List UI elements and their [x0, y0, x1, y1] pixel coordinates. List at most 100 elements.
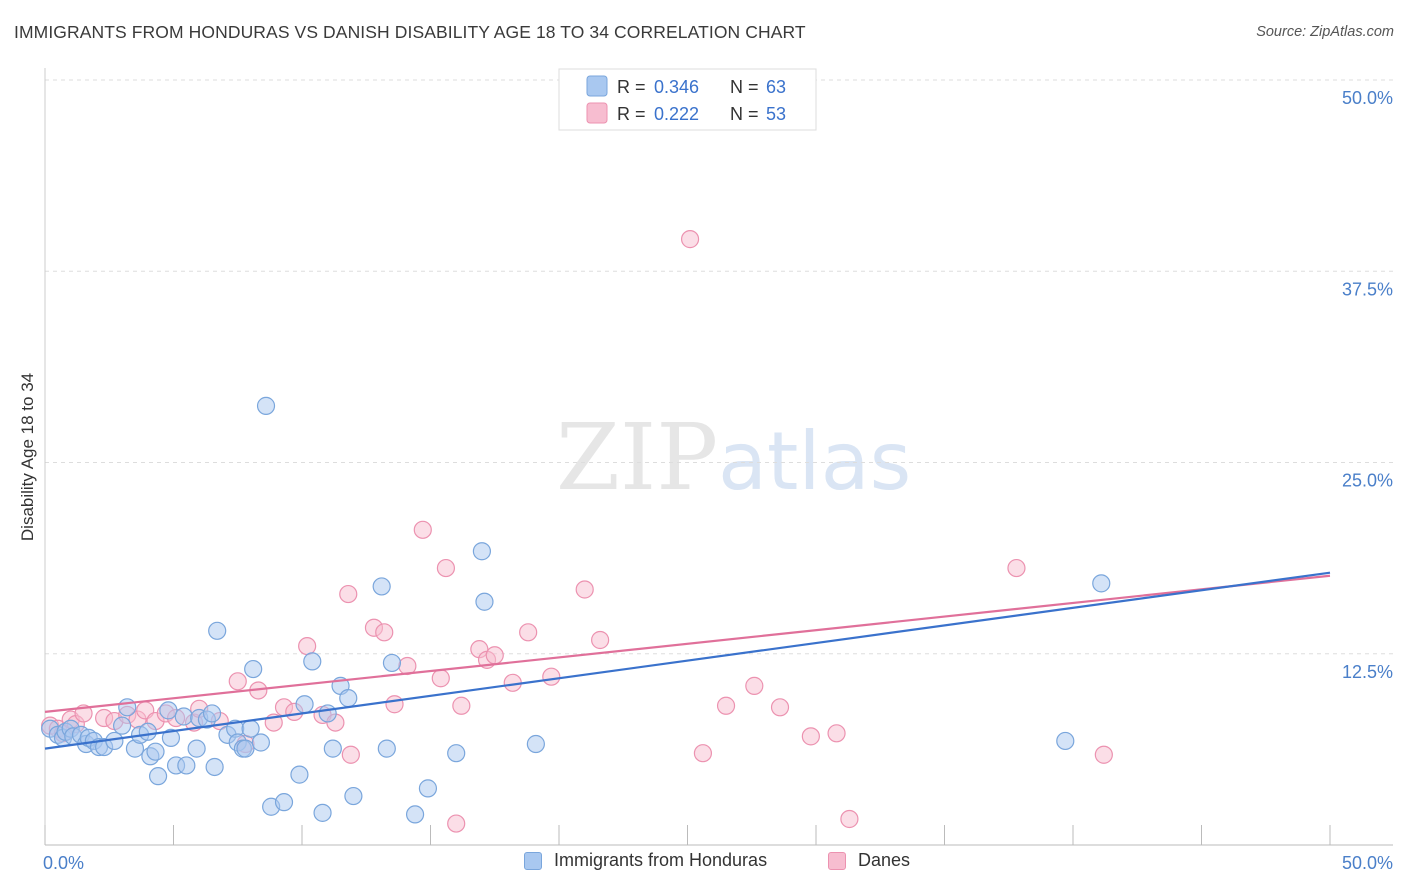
legend-swatch-danes — [828, 851, 846, 870]
honduras-point-14 — [118, 698, 137, 717]
x-tick-labels: 0.0% 50.0% — [43, 853, 1393, 873]
danes-point-53 — [840, 809, 859, 829]
danes-point-48 — [716, 696, 736, 715]
honduras-point-48 — [323, 739, 342, 758]
danes-point-23 — [298, 636, 317, 656]
legend-item-danes: Danes — [828, 850, 910, 871]
y-tick-label-1: 25.0% — [1342, 471, 1393, 491]
x-tick-label-min: 0.0% — [43, 853, 84, 873]
honduras-point-61 — [1056, 731, 1075, 751]
stats-legend-n-value: 63 — [766, 77, 786, 97]
danes-point-44 — [591, 630, 610, 650]
danes-point-26 — [339, 584, 358, 604]
danes-point-46 — [680, 230, 700, 249]
stats-legend-r-value: 0.346 — [654, 77, 699, 97]
honduras-point-20 — [148, 767, 168, 786]
stats-legend-r-label: R = — [617, 77, 646, 97]
stats-legend-r-label: R = — [617, 104, 646, 124]
honduras-point-38 — [244, 659, 263, 679]
grid-lines — [45, 79, 1393, 655]
danes-point-50 — [770, 698, 790, 717]
honduras-point-31 — [208, 621, 227, 640]
x-tick-label-max: 50.0% — [1342, 853, 1393, 873]
honduras-point-55 — [405, 805, 425, 824]
danes-point-49 — [745, 676, 764, 695]
danes-trend-line — [44, 574, 1331, 713]
danes-point-39 — [485, 646, 504, 665]
honduras-point-21 — [159, 701, 178, 720]
danes-point-51 — [801, 727, 820, 746]
danes-point-33 — [431, 669, 450, 688]
stats-legend-n-label: N = — [730, 77, 759, 97]
watermark-atlas: atlas — [718, 415, 911, 508]
danes-point-43 — [575, 580, 594, 599]
legend-item-honduras: Immigrants from Honduras — [524, 850, 767, 871]
axes — [44, 68, 1393, 846]
danes-point-47 — [693, 744, 713, 763]
honduras-point-51 — [344, 786, 363, 806]
stats-legend-swatch-danes — [586, 102, 608, 124]
danes-point-54 — [1007, 558, 1026, 578]
honduras-point-45 — [303, 652, 322, 671]
honduras-point-57 — [447, 744, 466, 763]
stats-legend: R = 0.346 N = 63 R = 0.222 N = 53 — [558, 68, 817, 131]
honduras-point-42 — [274, 793, 294, 812]
danes-point-27 — [341, 745, 360, 764]
legend-swatch-honduras — [524, 851, 542, 870]
danes-point-41 — [519, 623, 538, 642]
honduras-point-25 — [177, 756, 196, 775]
danes-point-30 — [385, 695, 404, 714]
stats-legend-r-value: 0.222 — [654, 104, 699, 124]
y-tick-label-2: 37.5% — [1342, 279, 1393, 299]
danes-point-34 — [436, 558, 456, 578]
honduras-point-60 — [526, 734, 545, 754]
honduras-point-56 — [418, 779, 438, 798]
chart-title: IMMIGRANTS FROM HONDURAS VS DANISH DISAB… — [14, 22, 806, 42]
stats-legend-n-label: N = — [730, 104, 759, 124]
honduras-point-46 — [313, 803, 332, 822]
honduras-point-30 — [205, 757, 224, 777]
y-tick-labels: 12.5% 25.0% 37.5% 50.0% — [1342, 88, 1393, 682]
danes-point-35 — [447, 814, 466, 833]
stats-legend-swatch-honduras — [586, 75, 608, 97]
stats-legend-n-value: 53 — [766, 104, 786, 124]
honduras-point-50 — [339, 689, 358, 708]
honduras-point-26 — [187, 739, 206, 758]
honduras-point-36 — [236, 739, 255, 758]
watermark-zip: ZIP — [556, 404, 718, 511]
honduras-point-52 — [372, 577, 391, 596]
legend-label-danes: Danes — [858, 850, 911, 870]
honduras-point-58 — [472, 542, 491, 561]
trend-lines — [44, 571, 1331, 750]
y-tick-label-0: 12.5% — [1342, 662, 1393, 682]
honduras-point-29 — [202, 704, 222, 723]
honduras-point-59 — [475, 592, 494, 611]
y-axis-label: Disability Age 18 to 34 — [18, 373, 37, 541]
honduras-point-24 — [174, 707, 193, 726]
series-honduras-points — [41, 396, 1111, 824]
honduras-point-47 — [318, 704, 337, 723]
honduras-point-19 — [146, 742, 165, 761]
honduras-point-43 — [290, 765, 309, 784]
danes-point-32 — [413, 520, 432, 539]
honduras-point-39 — [251, 733, 270, 752]
legend-label-honduras: Immigrants from Honduras — [554, 850, 768, 870]
series-legend: Immigrants from Honduras Danes — [0, 850, 1406, 880]
danes-point-36 — [452, 696, 471, 715]
danes-point-55 — [1094, 745, 1113, 764]
honduras-point-22 — [161, 728, 181, 748]
honduras-point-62 — [1092, 574, 1111, 593]
honduras-point-54 — [382, 653, 402, 673]
y-tick-label-3: 50.0% — [1342, 88, 1393, 108]
danes-point-17 — [228, 672, 247, 691]
danes-point-29 — [375, 623, 394, 642]
honduras-point-13 — [112, 716, 132, 735]
honduras-point-44 — [295, 695, 314, 714]
honduras-point-53 — [377, 739, 396, 758]
danes-point-52 — [827, 724, 846, 743]
danes-point-42 — [542, 667, 561, 686]
honduras-point-17 — [138, 722, 157, 741]
honduras-trend-line — [44, 571, 1331, 750]
honduras-point-40 — [256, 396, 276, 415]
